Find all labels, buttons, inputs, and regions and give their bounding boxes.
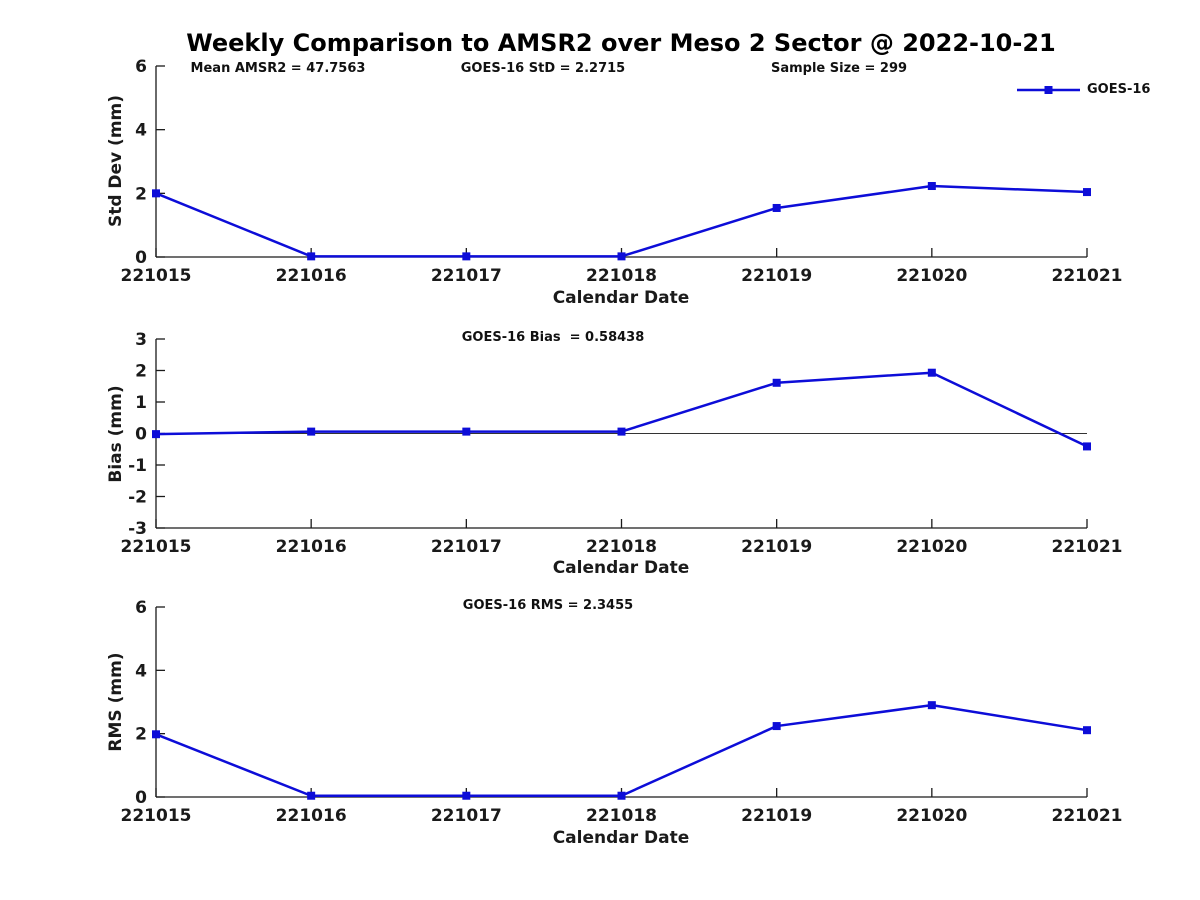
- data-point-marker: [152, 430, 160, 439]
- data-point-marker: [152, 730, 160, 739]
- data-point-marker: [617, 427, 626, 436]
- y-tick-label: 1: [135, 393, 147, 413]
- data-point-marker: [617, 252, 626, 261]
- y-tick-label: 2: [135, 184, 147, 204]
- x-axis-label-bias: Calendar Date: [552, 558, 690, 578]
- subplot-rms-title: GOES-16 RMS = 2.3455: [462, 598, 634, 613]
- x-tick-label: 221016: [276, 266, 347, 286]
- x-tick-label: 221017: [431, 266, 502, 286]
- stat-sample-size: Sample Size = 299: [770, 61, 908, 76]
- x-tick-label: 221020: [896, 537, 967, 557]
- figure-title: Weekly Comparison to AMSR2 over Meso 2 S…: [186, 29, 1056, 57]
- y-tick-label: -3: [128, 519, 147, 539]
- y-tick-label: 6: [135, 57, 147, 77]
- data-point-marker: [1083, 726, 1091, 735]
- data-point-marker: [307, 791, 316, 800]
- data-point-marker: [927, 368, 936, 377]
- y-tick-label: 2: [135, 725, 147, 745]
- x-tick-label: 221017: [431, 537, 502, 557]
- y-tick-label: 4: [135, 121, 147, 141]
- y-tick-label: 6: [135, 598, 147, 618]
- x-tick-label: 221019: [741, 266, 812, 286]
- data-point-marker: [927, 182, 936, 191]
- y-tick-label: 2: [135, 362, 147, 382]
- data-point-marker: [772, 722, 781, 731]
- x-tick-label: 221018: [586, 266, 657, 286]
- y-tick-label: -2: [128, 488, 147, 508]
- data-point-marker: [462, 791, 471, 800]
- x-tick-label: 221020: [896, 266, 967, 286]
- y-tick-label: -1: [128, 456, 147, 476]
- y-tick-label: 0: [135, 425, 147, 445]
- data-point-marker: [927, 701, 936, 710]
- y-tick-label: 0: [135, 788, 147, 808]
- data-point-marker: [1083, 442, 1091, 451]
- legend-label: GOES-16: [1087, 82, 1151, 97]
- x-tick-label: 221019: [741, 537, 812, 557]
- x-tick-label: 221018: [586, 806, 657, 826]
- x-tick-label: 221021: [1052, 806, 1123, 826]
- x-axis-label-stddev: Calendar Date: [552, 288, 690, 308]
- x-tick-label: 221016: [276, 806, 347, 826]
- x-axis-label-rms: Calendar Date: [552, 828, 690, 848]
- x-tick-label: 221015: [121, 266, 192, 286]
- data-point-marker: [307, 252, 316, 261]
- data-point-marker: [1083, 188, 1091, 197]
- data-point-marker: [617, 791, 626, 800]
- y-tick-label: 4: [135, 661, 147, 681]
- series-line: [155, 703, 1088, 797]
- legend: GOES-16: [1017, 82, 1150, 97]
- stat-mean-amsr2: Mean AMSR2 = 47.7563: [190, 61, 366, 76]
- x-tick-label: 221017: [431, 806, 502, 826]
- subplot-bias-title: GOES-16 Bias = 0.58438: [461, 330, 645, 345]
- x-tick-label: 221019: [741, 806, 812, 826]
- x-tick-label: 221020: [896, 806, 967, 826]
- x-tick-label: 221015: [121, 537, 192, 557]
- stat-goes16-std: GOES-16 StD = 2.2715: [460, 61, 626, 76]
- x-tick-label: 221018: [586, 537, 657, 557]
- y-tick-label: 0: [135, 248, 147, 268]
- x-tick-label: 221015: [121, 806, 192, 826]
- data-point-marker: [462, 427, 471, 436]
- data-point-marker: [307, 427, 316, 436]
- data-point-marker: [772, 378, 781, 387]
- y-tick-label: 3: [135, 330, 147, 350]
- x-tick-label: 221016: [276, 537, 347, 557]
- data-point-marker: [152, 189, 160, 198]
- x-tick-label: 221021: [1052, 266, 1123, 286]
- x-tick-label: 221021: [1052, 537, 1123, 557]
- data-point-marker: [462, 252, 471, 261]
- series-line: [155, 184, 1088, 258]
- data-point-marker: [772, 203, 781, 212]
- legend-line-marker-icon: [1017, 85, 1080, 94]
